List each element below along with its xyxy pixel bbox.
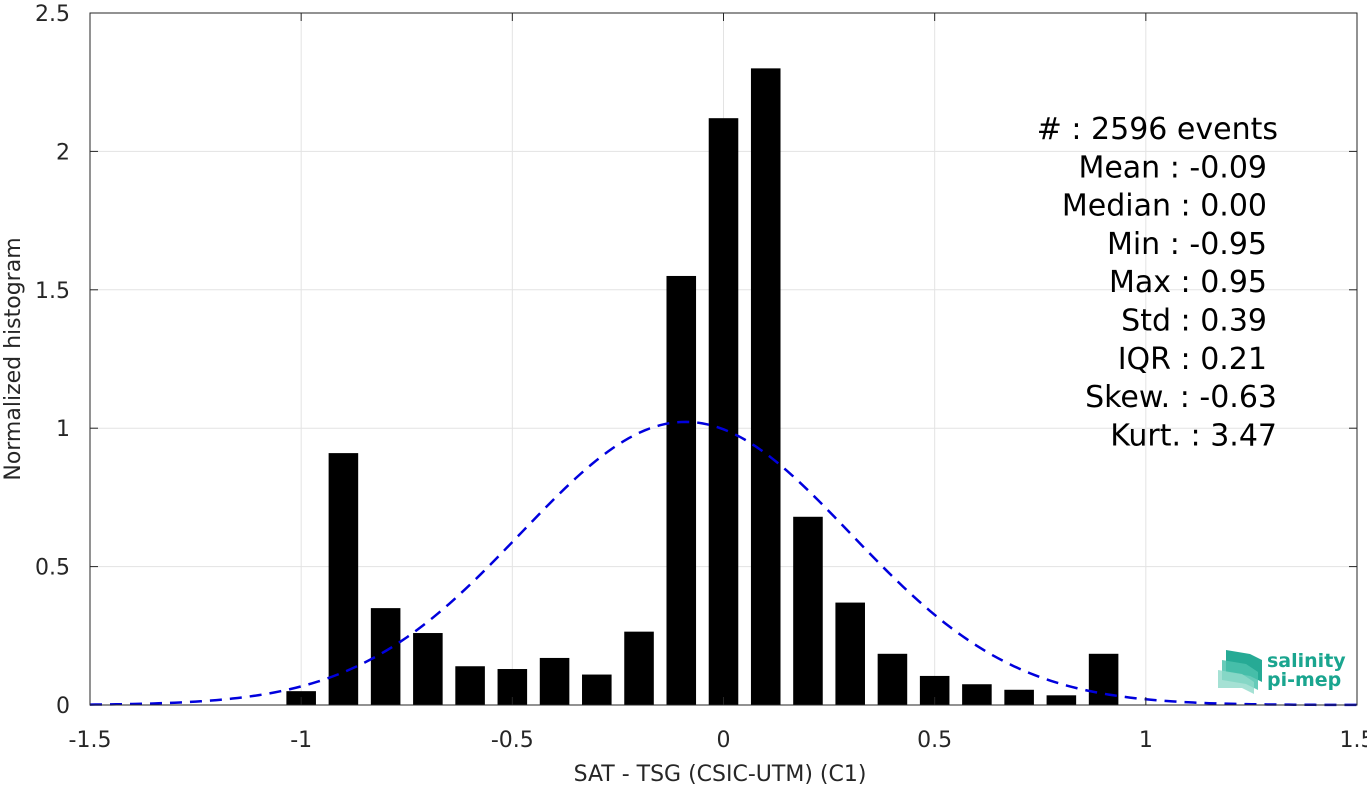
histogram-bar bbox=[413, 633, 443, 705]
x-tick-label: 1 bbox=[1139, 728, 1153, 753]
histogram-bars bbox=[286, 68, 1119, 706]
histogram-bar bbox=[708, 118, 739, 705]
x-axis-ticks: -1.5 -1 -0.5 0 0.5 1 1.5 bbox=[69, 13, 1367, 753]
x-tick-label: 0.5 bbox=[917, 728, 952, 753]
histogram-bar bbox=[835, 602, 865, 705]
histogram-bar bbox=[1088, 653, 1119, 705]
logo-icon bbox=[1218, 650, 1262, 694]
salinity-pi-mep-logo: salinity pi-mep bbox=[1218, 650, 1346, 694]
histogram-bar bbox=[328, 453, 359, 705]
x-tick-label: 1.5 bbox=[1340, 728, 1367, 753]
x-tick-label: -1.5 bbox=[69, 728, 112, 753]
stat-line: Max : 0.95 bbox=[1109, 265, 1267, 300]
histogram-bar bbox=[666, 275, 697, 705]
y-axis-ticks: 0 0.5 1 1.5 2 2.5 bbox=[35, 2, 1357, 719]
x-tick-label: -0.5 bbox=[491, 728, 534, 753]
stat-line: # : 2596 events bbox=[1037, 112, 1278, 147]
histogram-bar bbox=[624, 631, 654, 705]
histogram-bar bbox=[455, 666, 485, 705]
x-tick-label: 0 bbox=[717, 728, 731, 753]
y-tick-label: 0.5 bbox=[35, 556, 70, 581]
y-tick-label: 2 bbox=[56, 140, 70, 165]
logo-line1: salinity bbox=[1267, 650, 1346, 672]
stat-line: Mean : -0.09 bbox=[1078, 150, 1267, 185]
stat-line: Min : -0.95 bbox=[1107, 227, 1267, 262]
stat-line: Skew. : -0.63 bbox=[1085, 380, 1277, 415]
histogram-bar bbox=[962, 684, 992, 705]
histogram-bar bbox=[750, 68, 781, 706]
x-axis-label: SAT - TSG (CSIC-UTM) (C1) bbox=[574, 762, 867, 785]
histogram-bar bbox=[793, 516, 823, 705]
x-tick-label: -1 bbox=[290, 728, 312, 753]
stat-line: IQR : 0.21 bbox=[1118, 342, 1267, 377]
histogram-bar bbox=[1046, 695, 1077, 705]
histogram-bar bbox=[370, 608, 401, 705]
y-axis-label: Normalized histogram bbox=[1, 237, 26, 480]
logo-line2: pi-mep bbox=[1267, 669, 1341, 691]
stat-line: Median : 0.00 bbox=[1062, 189, 1267, 224]
y-tick-label: 1.5 bbox=[35, 279, 70, 304]
y-tick-label: 0 bbox=[56, 694, 70, 719]
histogram-bar bbox=[877, 653, 908, 705]
histogram-bar bbox=[1004, 689, 1034, 705]
stat-line: Std : 0.39 bbox=[1121, 304, 1267, 339]
histogram-bar bbox=[582, 674, 612, 705]
histogram-bar bbox=[539, 657, 570, 705]
y-tick-label: 1 bbox=[56, 417, 70, 442]
stat-line: Kurt. : 3.47 bbox=[1110, 418, 1277, 453]
y-tick-label: 2.5 bbox=[35, 2, 70, 27]
